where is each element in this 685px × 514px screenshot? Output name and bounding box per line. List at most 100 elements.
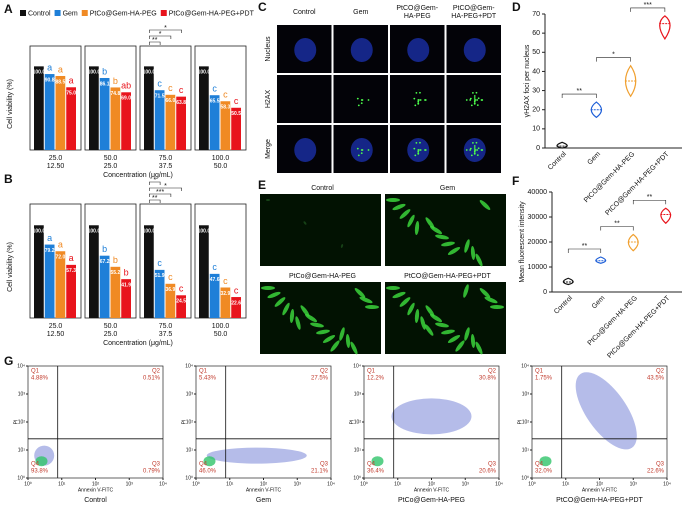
plot-name: PtCO@Gem-HA-PEG+PDT <box>556 497 643 504</box>
x-tick-label: 75.0 <box>159 155 173 162</box>
x-axis-label: Annexin V-FITC <box>78 487 114 493</box>
foci <box>473 97 476 99</box>
bar-value-label: 72.0 <box>56 255 66 261</box>
violin <box>595 256 607 264</box>
cell <box>475 253 483 267</box>
bar-value-label: 57.3 <box>66 268 76 274</box>
x-tick-label: 10³ <box>462 481 470 487</box>
bar-value-label: 24.5 <box>176 299 186 305</box>
foci <box>419 91 421 94</box>
quadrant-value: 0.51% <box>143 376 161 382</box>
quadrant-name: Q3 <box>656 462 665 468</box>
cell <box>339 327 345 341</box>
significance-letter: b <box>113 76 118 86</box>
foci <box>465 99 468 101</box>
x-tick-label: 10⁴ <box>159 481 167 487</box>
y-tick-label: 10² <box>522 419 530 425</box>
significance-bracket <box>149 187 182 191</box>
cell <box>267 291 281 299</box>
foci <box>474 149 477 151</box>
cell <box>475 341 483 355</box>
cell <box>463 284 469 298</box>
quadrant-name: Q1 <box>535 369 544 375</box>
significance-mark: ** <box>152 37 158 44</box>
foci <box>419 99 422 101</box>
image-label: PtCo@Gem-HA-PEG <box>289 273 356 280</box>
y-tick-label: 20000 <box>528 239 548 246</box>
x-tick-label-secondary: 12.50 <box>47 163 65 170</box>
foci <box>470 104 473 107</box>
quadrant-name: Q2 <box>152 369 161 375</box>
nucleus <box>407 38 430 62</box>
x-tick-label: 25.0 <box>49 155 63 162</box>
quadrant-name: Q1 <box>367 369 376 375</box>
x-tick-label-secondary: 50.0 <box>214 163 228 170</box>
x-axis-label: Concentration (μg/mL) <box>103 340 173 347</box>
x-tick-label: 10⁴ <box>495 481 503 487</box>
bar-value-label: 66.0 <box>166 98 176 104</box>
quadrant-name: Q4 <box>199 462 208 468</box>
y-axis-label: Cell viability (%) <box>7 79 14 129</box>
cell <box>399 297 411 307</box>
y-tick-label: 10⁴ <box>185 363 193 369</box>
foci <box>473 147 476 149</box>
cell <box>420 316 426 330</box>
foci <box>418 99 420 101</box>
cell <box>407 302 415 316</box>
quadrant-value: 36.4% <box>367 469 385 475</box>
bar <box>55 251 66 318</box>
y-tick-label: 10⁰ <box>521 475 529 481</box>
significance-mark: * <box>164 25 167 32</box>
row-label: Nucleus <box>265 36 272 62</box>
legend-swatch <box>81 10 88 16</box>
cell <box>470 246 476 260</box>
cell <box>316 329 330 335</box>
plot-name: Gem <box>256 497 271 504</box>
x-axis-label: Concentration (μg/mL) <box>103 172 173 179</box>
significance-bracket <box>567 248 602 253</box>
micrograph <box>446 75 501 123</box>
x-tick-label-secondary: 37.5 <box>159 331 173 338</box>
cell <box>386 286 400 290</box>
bar <box>66 264 76 318</box>
fluorescence-image <box>260 194 381 266</box>
foci <box>476 154 479 157</box>
foci <box>470 154 473 157</box>
foci <box>473 152 476 155</box>
x-tick-label: 10² <box>92 481 100 487</box>
bar-value-label: 100.0 <box>143 70 156 76</box>
x-tick-label: 10¹ <box>394 481 402 487</box>
cell <box>435 234 449 240</box>
violin <box>624 64 637 98</box>
quadrant-name: Q3 <box>488 462 497 468</box>
significance-letter: a <box>69 253 74 263</box>
foci <box>481 149 484 151</box>
foci <box>424 99 427 101</box>
y-tick-label: 10⁰ <box>353 475 361 481</box>
bar <box>44 244 55 318</box>
y-tick-label: 10⁴ <box>17 363 25 369</box>
bar <box>199 225 209 318</box>
y-axis-label: Mean fluorescent intensity <box>519 201 526 283</box>
legend-swatch <box>20 10 26 16</box>
event-core <box>35 456 48 467</box>
foci <box>473 102 476 105</box>
nucleus <box>294 138 317 162</box>
significance-letter: c <box>212 262 217 272</box>
significance-letter: c <box>223 276 228 286</box>
significance-mark: ** <box>647 194 653 201</box>
foci <box>360 152 363 155</box>
violin <box>627 233 639 252</box>
bar <box>154 269 165 318</box>
bar <box>44 74 55 150</box>
cell <box>414 221 420 235</box>
foci <box>357 154 360 157</box>
y-tick-label: 30 <box>532 87 540 94</box>
quadrant-name: Q2 <box>488 369 497 375</box>
bar-value-label: 41.9 <box>121 282 131 288</box>
quadrant-name: Q2 <box>656 369 665 375</box>
cell <box>414 309 420 323</box>
cell <box>490 304 504 310</box>
y-tick-label: 10³ <box>354 391 362 397</box>
image-label: Control <box>311 185 334 192</box>
